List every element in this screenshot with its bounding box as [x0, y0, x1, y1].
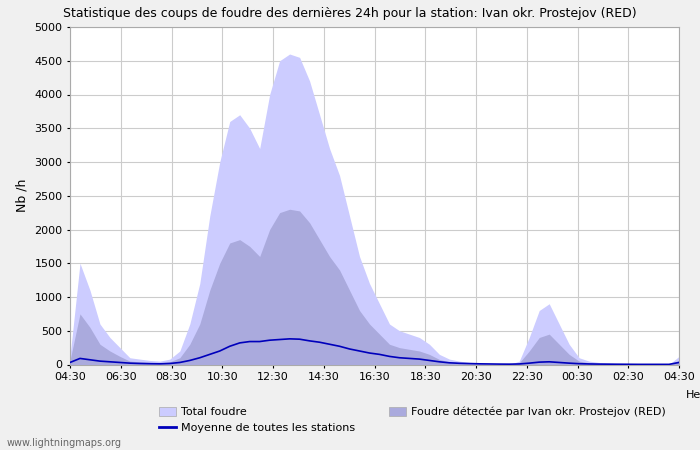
Text: www.lightningmaps.org: www.lightningmaps.org: [7, 438, 122, 448]
Legend: Total foudre, Moyenne de toutes les stations, Foudre détectée par Ivan okr. Pros: Total foudre, Moyenne de toutes les stat…: [155, 402, 671, 437]
Text: Statistique des coups de foudre des dernières 24h pour la station: Ivan okr. Pro: Statistique des coups de foudre des dern…: [63, 7, 637, 20]
Text: Heure: Heure: [686, 390, 700, 400]
Y-axis label: Nb /h: Nb /h: [15, 179, 29, 212]
